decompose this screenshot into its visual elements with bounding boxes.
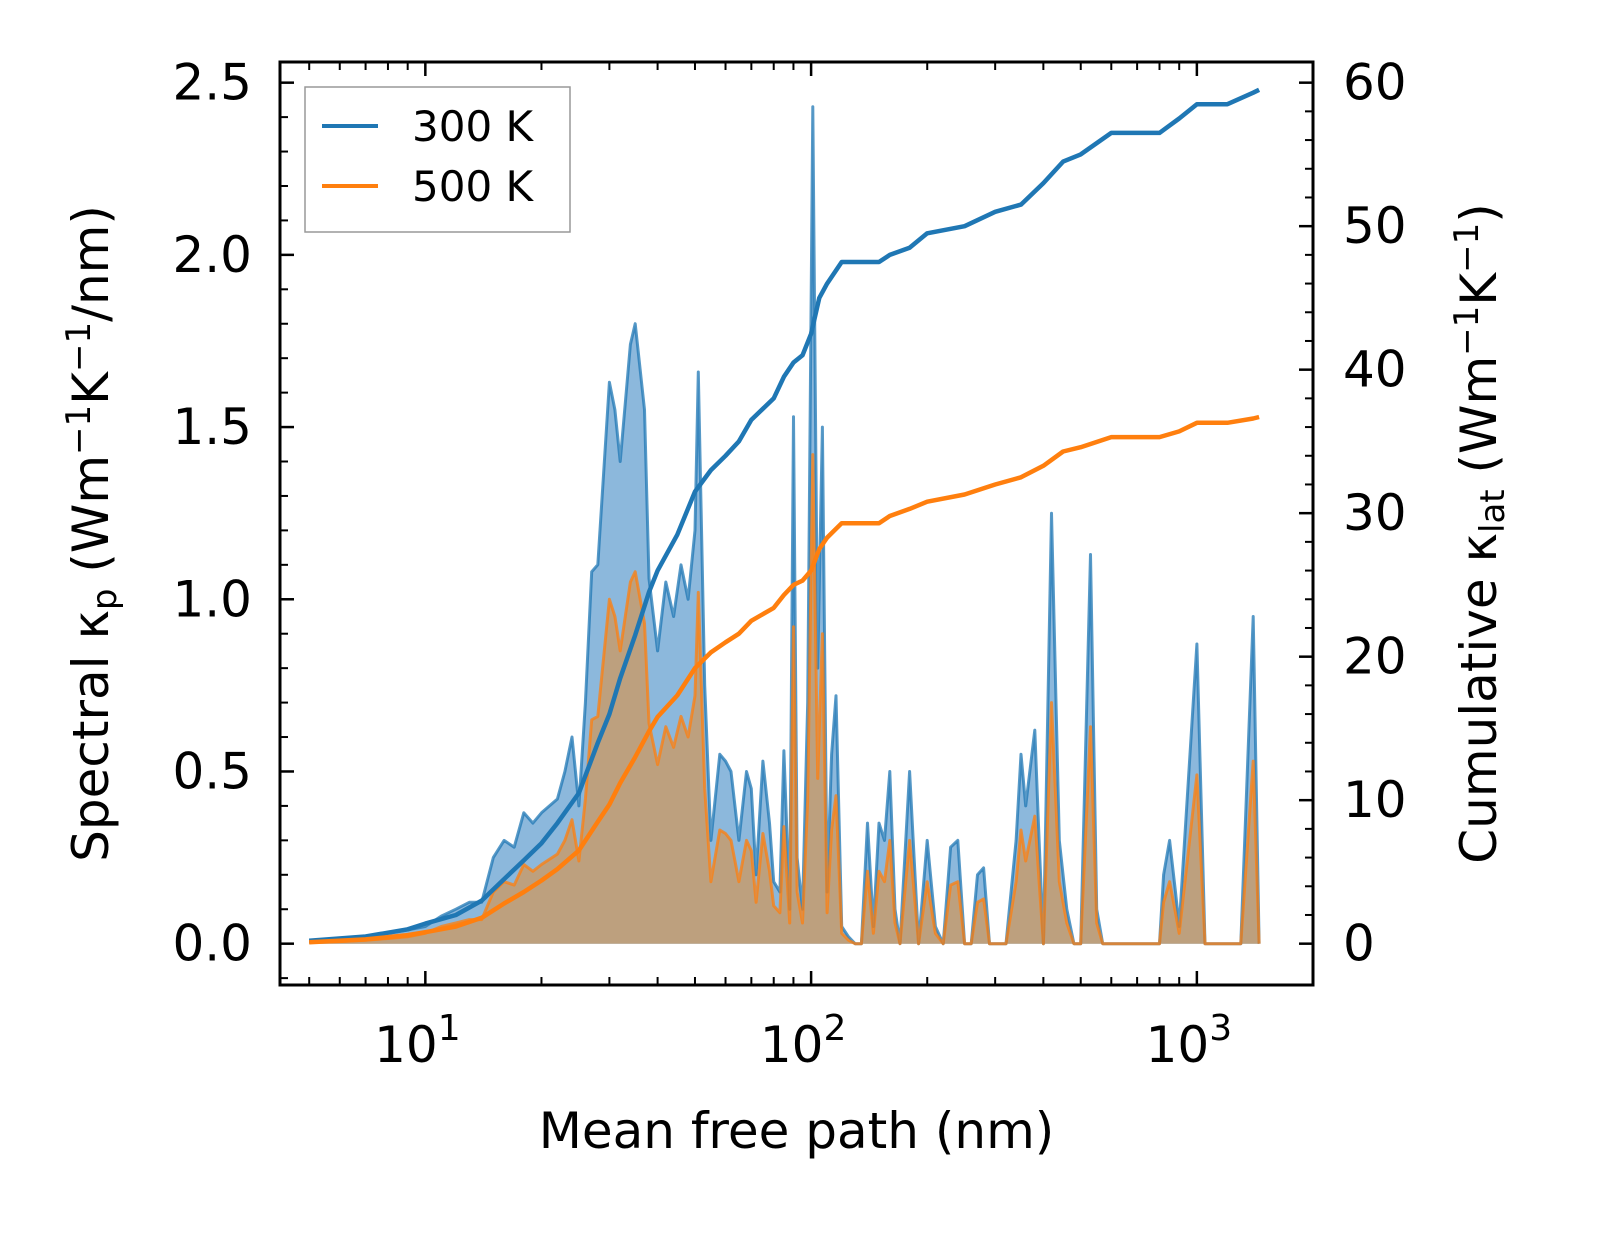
left-y-tick-label: 0.0: [172, 915, 252, 973]
x-tick-base: 10: [374, 1016, 438, 1074]
right-y-title-sub: lat: [1473, 489, 1513, 533]
left-y-tick-label: 0.5: [172, 742, 252, 800]
x-tick-exponent: 3: [1209, 1008, 1232, 1049]
right-y-tick-label: 60: [1343, 54, 1407, 112]
x-tick-base: 10: [760, 1016, 824, 1074]
legend-label-300k: 300 K: [412, 102, 535, 151]
right-y-tick-label: 20: [1343, 628, 1407, 686]
legend-label-500k: 500 K: [412, 162, 535, 211]
right-y-title-prefix: Cumulative κ: [1450, 533, 1508, 864]
cumulative-line-500k: [309, 414, 1260, 945]
x-tick-exponent: 2: [823, 1008, 846, 1049]
left-y-title-sup2: −1: [59, 322, 99, 372]
left-y-title-prefix: Spectral κ: [62, 610, 120, 862]
x-tick-label: 103: [1146, 1008, 1233, 1074]
left-y-axis-title: Spectral κp (Wm−1K−1/nm): [59, 205, 125, 862]
right-y-title-k: K: [1450, 272, 1508, 306]
legend: 300 K 500 K: [304, 86, 571, 233]
spectral-area-500k: [309, 454, 1260, 944]
right-y-title-unit: (Wm: [1450, 356, 1508, 490]
left-y-title-sup1: −1: [59, 405, 99, 455]
spectral-line-300k: [309, 105, 1261, 946]
spectral-line-500k: [309, 453, 1261, 946]
left-y-tick-label: 2.5: [172, 54, 252, 112]
right-y-tick-label: 40: [1343, 341, 1407, 399]
spectral-lines: [309, 105, 1261, 946]
right-y-tick-label: 0: [1343, 915, 1375, 973]
left-y-tick-label: 1.0: [172, 570, 252, 628]
left-y-title-k: K: [62, 371, 120, 405]
left-y-title-close: /nm): [62, 205, 120, 322]
x-tick-label: 102: [760, 1008, 847, 1074]
right-y-tick-label: 30: [1343, 484, 1407, 542]
cumulative-line-300k: [309, 87, 1261, 944]
left-y-tick-label: 2.0: [172, 226, 252, 284]
right-y-title-sup2: −1: [1447, 223, 1487, 273]
cumulative-lines: [309, 87, 1261, 945]
x-tick-base: 10: [1146, 1016, 1210, 1074]
x-axis-ticks: 101 102 103: [308, 62, 1314, 1074]
x-tick-label: 101: [374, 1008, 461, 1074]
left-y-title-sub: p: [85, 588, 125, 610]
right-y-axis-title: Cumulative κlat (Wm−1K−1): [1447, 203, 1513, 863]
legend-box: [304, 86, 571, 233]
right-y-axis-ticks: 0 10 20 30 40 50 60: [1299, 54, 1407, 973]
plot-frame: [278, 60, 1315, 987]
x-tick-exponent: 1: [438, 1008, 461, 1049]
left-y-tick-label: 1.5: [172, 398, 252, 456]
right-y-tick-label: 10: [1343, 771, 1407, 829]
right-y-title-sup1: −1: [1447, 306, 1487, 356]
x-axis-title: Mean free path (nm): [539, 1102, 1055, 1160]
left-y-axis-ticks: 0.0 0.5 1.0 1.5 2.0 2.5: [172, 54, 294, 980]
left-y-title-unit: (Wm: [62, 455, 120, 589]
right-y-tick-label: 50: [1343, 197, 1407, 255]
right-y-title-close: ): [1450, 203, 1508, 223]
